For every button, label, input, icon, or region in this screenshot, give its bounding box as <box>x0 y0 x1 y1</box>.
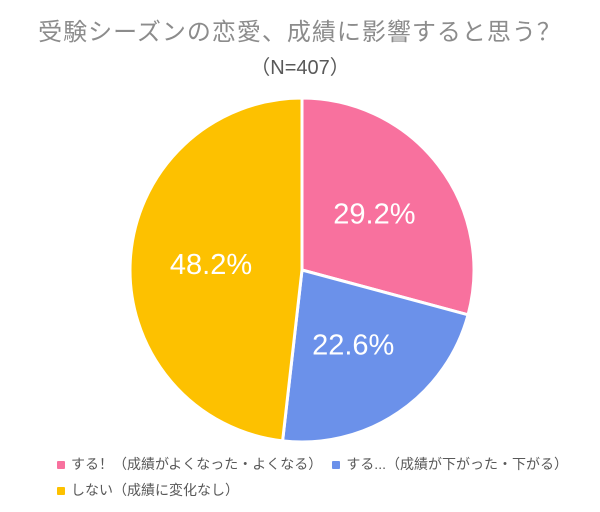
pie-chart: 29.2% 22.6% 48.2% <box>128 96 476 444</box>
chart-subtitle: （N=407） <box>250 57 350 79</box>
legend-marker-square <box>57 486 65 495</box>
legend-item: しない（成績に変化なし） <box>57 481 239 500</box>
slice-percentage-label: 22.6% <box>312 329 394 361</box>
chart-legend: する！（成績がよくなった・よくなる） する...（成績が下がった・下がる） しな… <box>57 455 597 500</box>
pie-slice <box>281 268 470 444</box>
legend-item: する...（成績が下がった・下がる） <box>332 455 568 474</box>
legend-item: する！（成績がよくなった・よくなる） <box>57 455 322 474</box>
legend-label: する...（成績が下がった・下がる） <box>346 456 568 472</box>
chart-title: 受験シーズンの恋愛、成績に影響すると思う？ <box>38 19 562 46</box>
slice-percentage-label: 48.2% <box>170 249 252 281</box>
legend-marker-square <box>332 460 341 469</box>
legend-label: する！（成績がよくなった・よくなる） <box>71 456 323 472</box>
slice-percentage-label: 29.2% <box>333 199 415 231</box>
legend-label: しない（成績に変化なし） <box>71 482 239 498</box>
legend-marker-square <box>57 460 65 469</box>
pie-slice <box>128 96 304 443</box>
pie-slice <box>300 96 476 317</box>
